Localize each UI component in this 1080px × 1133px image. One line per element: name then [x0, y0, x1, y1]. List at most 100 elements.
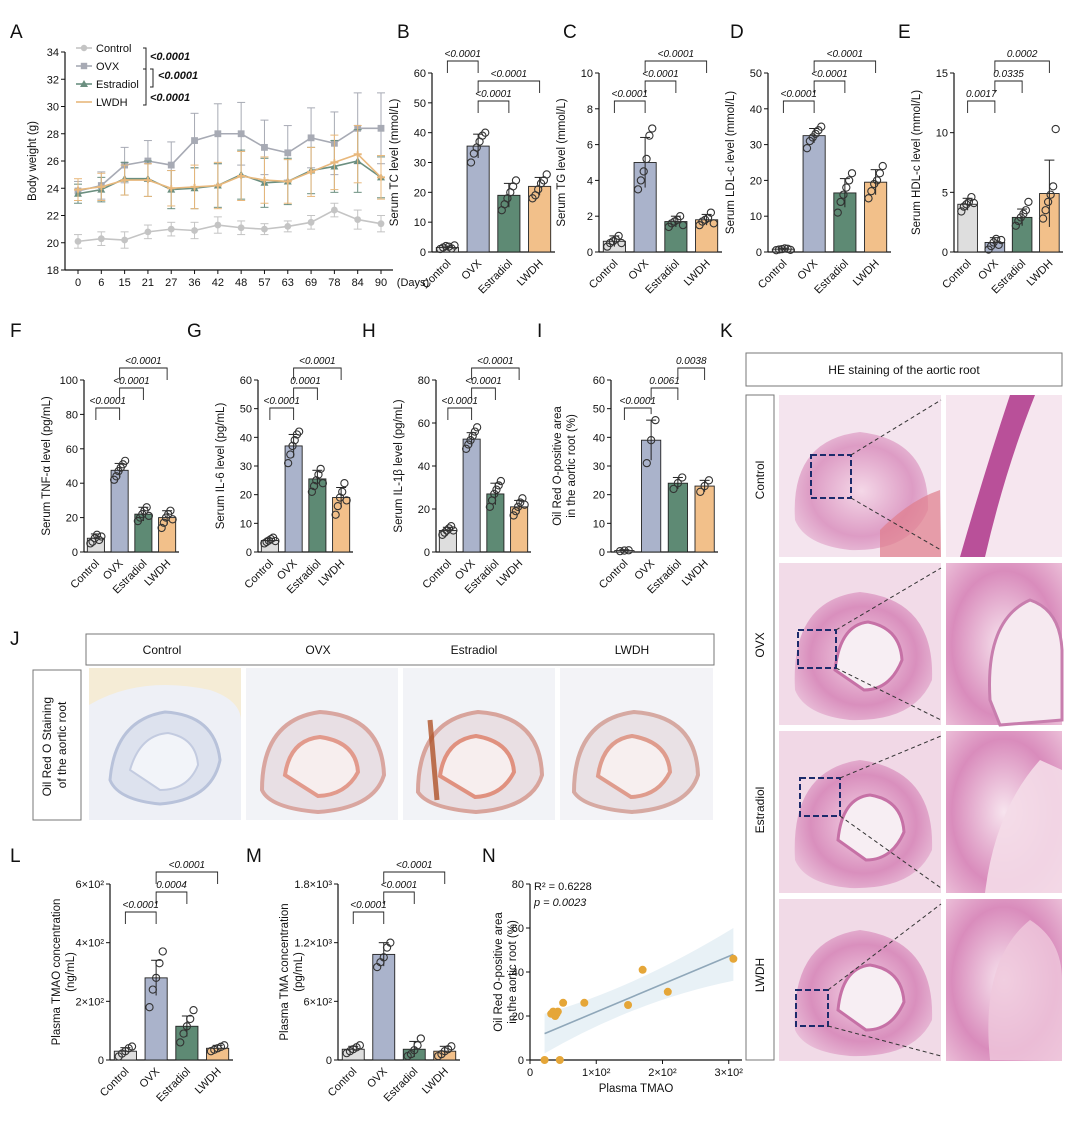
f-xtick-control: Control [68, 558, 102, 592]
m-pvalue: <0.0001 [396, 860, 432, 871]
a-xtick-label: 21 [142, 277, 154, 289]
panel-label-e: E [898, 22, 911, 43]
b-ytick-label: 10 [414, 217, 426, 229]
k-header-title: HE staining of the aortic root [828, 363, 980, 377]
e-point [964, 197, 974, 207]
h-point [444, 524, 454, 533]
c-point [617, 238, 626, 248]
i-bracket [677, 367, 706, 380]
b-bracket [446, 60, 479, 73]
a-xtick-label: 36 [188, 277, 200, 289]
n-r-squared: R² = 0.6228 [534, 881, 592, 893]
d-xtick-control: Control [756, 258, 790, 292]
e-bracket [967, 100, 996, 113]
f-point [168, 515, 177, 524]
g-point [262, 537, 271, 547]
e-ytick-label: 15 [936, 68, 948, 80]
c-bracket [644, 60, 708, 73]
e-point [1041, 206, 1050, 215]
l-point [148, 985, 157, 994]
panel-label-m: M [246, 846, 262, 867]
l-pvalue: <0.0001 [123, 900, 159, 911]
e-point [1011, 221, 1020, 230]
n-y-label-line2: in the aortic root (%) [507, 920, 519, 1024]
b-bracket [477, 100, 510, 113]
i-bracket [650, 387, 679, 400]
a-line-control [77, 209, 382, 243]
g-point [318, 479, 328, 488]
a-marker-ovx [307, 134, 315, 142]
f-point [120, 456, 130, 465]
k-estradiol-zoom [946, 731, 1062, 893]
chart-serum-tg: 0 2 4 6 8 10 Serum TG level (mmol/L) Control OVX… [556, 49, 722, 296]
i-y-label-line2: in the aortic root (%) [566, 414, 578, 518]
n-point [580, 998, 589, 1007]
a-marker-ovx [167, 161, 175, 169]
d-ytick-label: 20 [750, 175, 762, 187]
g-point [342, 496, 351, 505]
k-row-label-box [745, 394, 775, 1061]
b-ytick-label: 50 [414, 98, 426, 110]
j-image-lwdh [560, 668, 713, 820]
a-xtick-label: 15 [118, 277, 130, 289]
a-xtick-label: 90 [375, 277, 387, 289]
b-ytick-label: 30 [414, 158, 426, 170]
m-bracket [383, 871, 446, 884]
chart-serum-tc: 0 10 20 30 40 50 60 Serum TC level (mmol/L) Cont… [389, 49, 555, 296]
b-pvalue: <0.0001 [491, 69, 527, 80]
a-marker-ovx [377, 124, 385, 132]
b-point [450, 241, 459, 250]
a-marker-control [261, 225, 268, 233]
c-point [675, 212, 685, 221]
l-point [176, 1038, 185, 1047]
i-point [696, 487, 705, 496]
k-row-lwdh: LWDH [753, 958, 767, 992]
c-point [639, 167, 648, 176]
g-point [314, 470, 323, 479]
a-xtick-label: 48 [235, 277, 247, 289]
g-pvalue: <0.0001 [299, 356, 335, 367]
b-bracket [477, 80, 541, 93]
a-marker-control [214, 221, 222, 229]
h-point [516, 498, 525, 507]
l-point [127, 1042, 137, 1051]
f-y-label: Serum TNF-α level (pg/mL) [41, 396, 53, 536]
i-point [615, 546, 625, 556]
c-point [709, 219, 718, 228]
n-point [540, 1056, 549, 1064]
c-ytick-label: 8 [587, 104, 593, 116]
a-ytick-label: 18 [47, 265, 59, 277]
n-point [638, 965, 647, 974]
b-bar-ovx [466, 145, 490, 253]
a-marker-ovx [261, 143, 268, 151]
d-ytick-label: 0 [756, 247, 762, 259]
f-ytick-label: 80 [66, 409, 78, 421]
j-header-control: Control [143, 643, 182, 657]
n-point [624, 1001, 633, 1009]
k-control-overview [779, 395, 942, 557]
m-xtick-control: Control [326, 1066, 360, 1100]
a-marker-control [74, 237, 82, 245]
f-pvalue: <0.0001 [90, 396, 126, 407]
a-ytick-label: 30 [47, 102, 59, 114]
a-xtick-label: 78 [328, 277, 340, 289]
i-point [678, 473, 687, 482]
g-bracket [293, 387, 318, 400]
d-point [836, 197, 845, 207]
d-pvalue: <0.0001 [781, 89, 817, 100]
h-xtick-control: Control [420, 558, 454, 592]
b-point [478, 131, 487, 140]
j-image-ovx [246, 668, 398, 820]
c-point [642, 154, 651, 164]
l-point [179, 1029, 188, 1038]
d-xtick-estradiol: Estradiol [812, 258, 851, 297]
d-y-label: Serum LDL-c level (mmol/L) [725, 91, 737, 234]
e-point [969, 198, 979, 208]
panel-label-f: F [10, 321, 22, 342]
a-marker-control [330, 206, 338, 214]
d-point [786, 245, 795, 255]
f-point [159, 518, 168, 527]
g-pvalue: <0.0001 [264, 396, 300, 407]
m-point [447, 1042, 456, 1051]
